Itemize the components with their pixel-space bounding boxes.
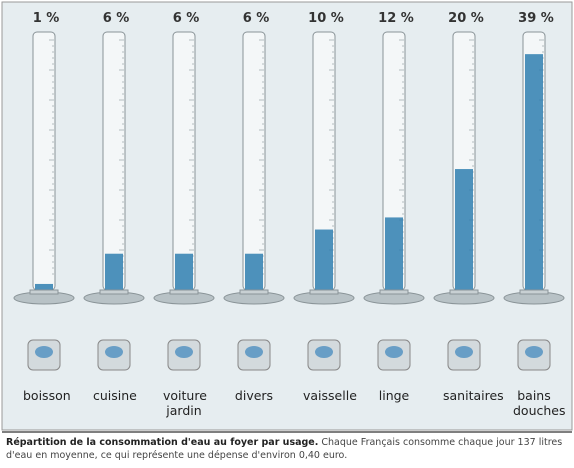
tube-neck: [380, 290, 408, 294]
tube-neck: [30, 290, 58, 294]
tube-neck: [310, 290, 338, 294]
value-label: 12 %: [378, 11, 414, 26]
tube-glass: [243, 32, 265, 290]
water: [105, 254, 123, 290]
water: [35, 284, 53, 290]
icon-detail: [315, 346, 333, 358]
page: 1 % 6 % 6 % 6 % 10 % 12 % 20 % 39 % Répartition…: [0, 0, 574, 468]
value-label: 39 %: [518, 11, 554, 26]
value-label: 10 %: [308, 11, 344, 26]
category-label: linge: [361, 388, 427, 403]
caption-title: Répartition de la consommation d'eau au …: [6, 437, 318, 448]
category-label: sanitaires: [431, 388, 497, 403]
caption: Répartition de la consommation d'eau au …: [6, 436, 568, 462]
tube-glass: [33, 32, 55, 290]
tube-neck: [100, 290, 128, 294]
value-label: 6 %: [173, 11, 200, 26]
tube-neck: [450, 290, 478, 294]
icon-detail: [455, 346, 473, 358]
tube-neck: [240, 290, 268, 294]
tube-glass: [173, 32, 195, 290]
tube-glass: [103, 32, 125, 290]
icon-detail: [525, 346, 543, 358]
water: [175, 254, 193, 290]
water: [245, 254, 263, 290]
value-label: 6 %: [103, 11, 130, 26]
icon-detail: [175, 346, 193, 358]
category-label: cuisine: [81, 388, 147, 403]
category-label: vaisselle: [291, 388, 357, 403]
value-label: 1 %: [33, 11, 60, 26]
water: [525, 54, 543, 290]
icon-detail: [105, 346, 123, 358]
water: [455, 169, 473, 290]
water: [315, 230, 333, 290]
water: [385, 217, 403, 290]
category-label: bains douches: [501, 388, 567, 418]
category-label: boisson: [11, 388, 77, 403]
tube-neck: [170, 290, 198, 294]
tube-neck: [520, 290, 548, 294]
value-label: 6 %: [243, 11, 270, 26]
icon-detail: [35, 346, 53, 358]
icon-detail: [385, 346, 403, 358]
icon-detail: [245, 346, 263, 358]
category-label: divers: [221, 388, 287, 403]
panel: [2, 2, 572, 430]
value-label: 20 %: [448, 11, 484, 26]
category-label: voiture jardin: [151, 388, 217, 418]
